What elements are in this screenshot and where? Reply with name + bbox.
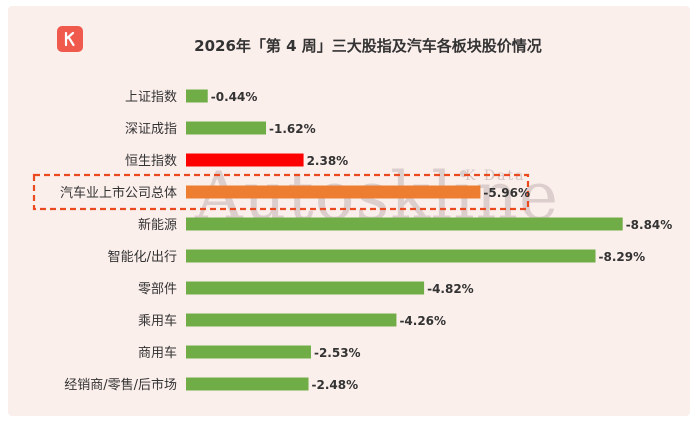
chart-title: 2026年「第 4 周」三大股指及汽车各板块股价情况 <box>194 37 542 55</box>
value-label: -2.48% <box>312 378 359 392</box>
value-label: -4.26% <box>399 314 446 328</box>
bar <box>186 121 267 135</box>
category-label: 经销商/零售/后市场 <box>64 377 177 393</box>
bar <box>186 217 623 231</box>
category-label: 深证成指 <box>125 122 177 137</box>
value-label: -2.53% <box>314 346 361 360</box>
value-label: -8.29% <box>599 250 646 264</box>
value-label: -5.96% <box>483 186 530 200</box>
value-label: -4.82% <box>427 282 474 296</box>
category-label: 新能源 <box>138 217 177 233</box>
category-label: 零部件 <box>138 282 177 297</box>
bars-layer: 上证指数 -0.44% 深证成指 -1.62% 恒生指数 2.38% 汽车业上市公司总体 -5… <box>32 89 673 393</box>
category-label: 商用车 <box>138 345 177 361</box>
category-label: 汽车业上市公司总体 <box>60 185 177 201</box>
highlight-box <box>32 173 530 211</box>
value-label: 2.38% <box>307 154 349 168</box>
k-letter-icon <box>64 31 75 47</box>
value-label: -1.62% <box>269 122 316 136</box>
bar <box>186 313 397 327</box>
category-label: 智能化/出行 <box>108 250 177 265</box>
value-label: -8.84% <box>626 218 673 232</box>
bar <box>186 185 481 199</box>
value-label: -0.44% <box>211 90 258 104</box>
brand-logo-icon <box>57 26 83 52</box>
chart-card <box>8 6 690 416</box>
bar <box>186 89 208 103</box>
category-label: 恒生指数 <box>125 154 177 169</box>
bar <box>186 345 311 359</box>
bar <box>186 249 596 263</box>
category-label: 上证指数 <box>125 90 177 105</box>
category-label: 乘用车 <box>138 313 177 329</box>
bar <box>186 281 425 295</box>
bar <box>186 377 309 391</box>
bar <box>186 153 304 167</box>
